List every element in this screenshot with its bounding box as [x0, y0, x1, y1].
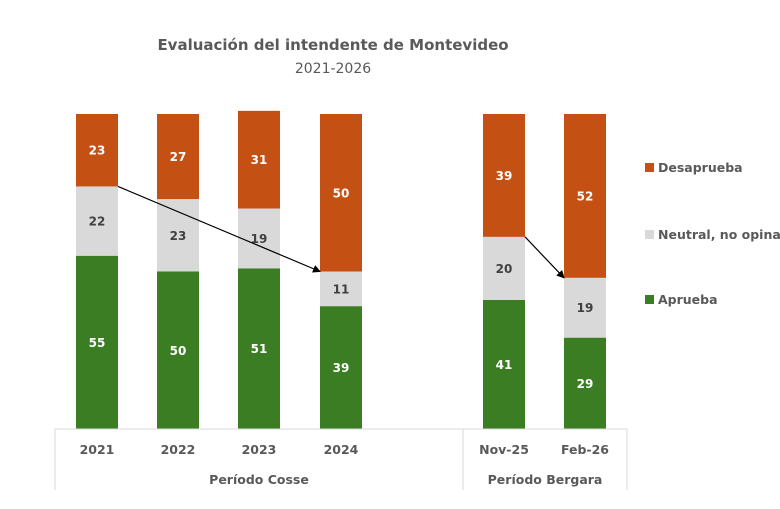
legend-label: Neutral, no opina [658, 227, 780, 242]
legend-swatch [645, 230, 654, 239]
bar-segment-desaprueba-2024 [320, 114, 362, 272]
data-label: 39 [333, 361, 350, 375]
data-label: 19 [251, 232, 268, 246]
data-label: 41 [496, 358, 513, 372]
group-label: Período Cosse [209, 472, 309, 487]
data-label: 20 [496, 262, 513, 276]
data-label: 11 [333, 282, 350, 296]
x-tick-label: 2023 [242, 442, 277, 457]
bar-segment-aprueba-2023 [238, 268, 280, 429]
data-label: 52 [577, 189, 594, 203]
chart-title: Evaluación del intendente de Montevideo [157, 36, 508, 54]
data-label: 23 [170, 229, 187, 243]
bar-segment-aprueba-2024 [320, 306, 362, 429]
data-label: 39 [496, 169, 513, 183]
bars-layer: 55 22 23 50 23 27 51 19 31 39 11 50 41 20 39 29 19 52 [76, 110, 606, 429]
legend-label: Desaprueba [658, 160, 743, 175]
data-label: 50 [170, 344, 187, 358]
trend-arrow [117, 185, 321, 273]
data-label: 50 [333, 186, 350, 200]
legend-swatch [645, 295, 654, 304]
data-label: 19 [577, 301, 594, 315]
group-label: Período Bergara [488, 472, 603, 487]
data-label: 22 [89, 215, 106, 229]
bar-segment-aprueba-2021 [76, 255, 118, 429]
data-label: 29 [577, 377, 594, 391]
x-tick-label: Feb-26 [561, 442, 609, 457]
bar-segment-neutral-no-opina-2023 [238, 208, 280, 269]
trend-arrow [524, 236, 565, 279]
bar-segment-neutral-no-opina-2021 [76, 186, 118, 256]
data-label: 31 [251, 153, 268, 167]
legend: Desaprueba Neutral, no opina Aprueba [645, 160, 780, 307]
x-tick-label: 2024 [324, 442, 359, 457]
data-label: 27 [170, 150, 187, 164]
data-label: 55 [89, 336, 106, 350]
bar-segment-desaprueba-2021 [76, 114, 118, 187]
bar-segment-aprueba-feb-26 [564, 337, 606, 429]
annotation-arrows [117, 185, 565, 279]
legend-label: Aprueba [658, 292, 718, 307]
bar-segment-desaprueba-2023 [238, 110, 280, 209]
x-tick-label: Nov-25 [479, 442, 529, 457]
x-tick-label: 2022 [161, 442, 196, 457]
category-axis: 2021 2022 2023 2024 Nov-25 Feb-26 Período Coss… [54, 428, 628, 490]
bar-segment-neutral-no-opina-2024 [320, 271, 362, 307]
data-label: 23 [89, 144, 106, 158]
bar-segment-aprueba-nov-25 [483, 299, 525, 429]
bar-segment-desaprueba-feb-26 [564, 114, 606, 278]
bar-segment-aprueba-2022 [157, 271, 199, 429]
data-label: 51 [251, 342, 268, 356]
bar-segment-desaprueba-2022 [157, 114, 199, 200]
bar-segment-neutral-no-opina-nov-25 [483, 236, 525, 300]
legend-swatch [645, 163, 654, 172]
x-tick-label: 2021 [80, 442, 115, 457]
bar-segment-desaprueba-nov-25 [483, 114, 525, 237]
bar-segment-neutral-no-opina-feb-26 [564, 277, 606, 338]
chart-subtitle: 2021-2026 [295, 61, 371, 77]
